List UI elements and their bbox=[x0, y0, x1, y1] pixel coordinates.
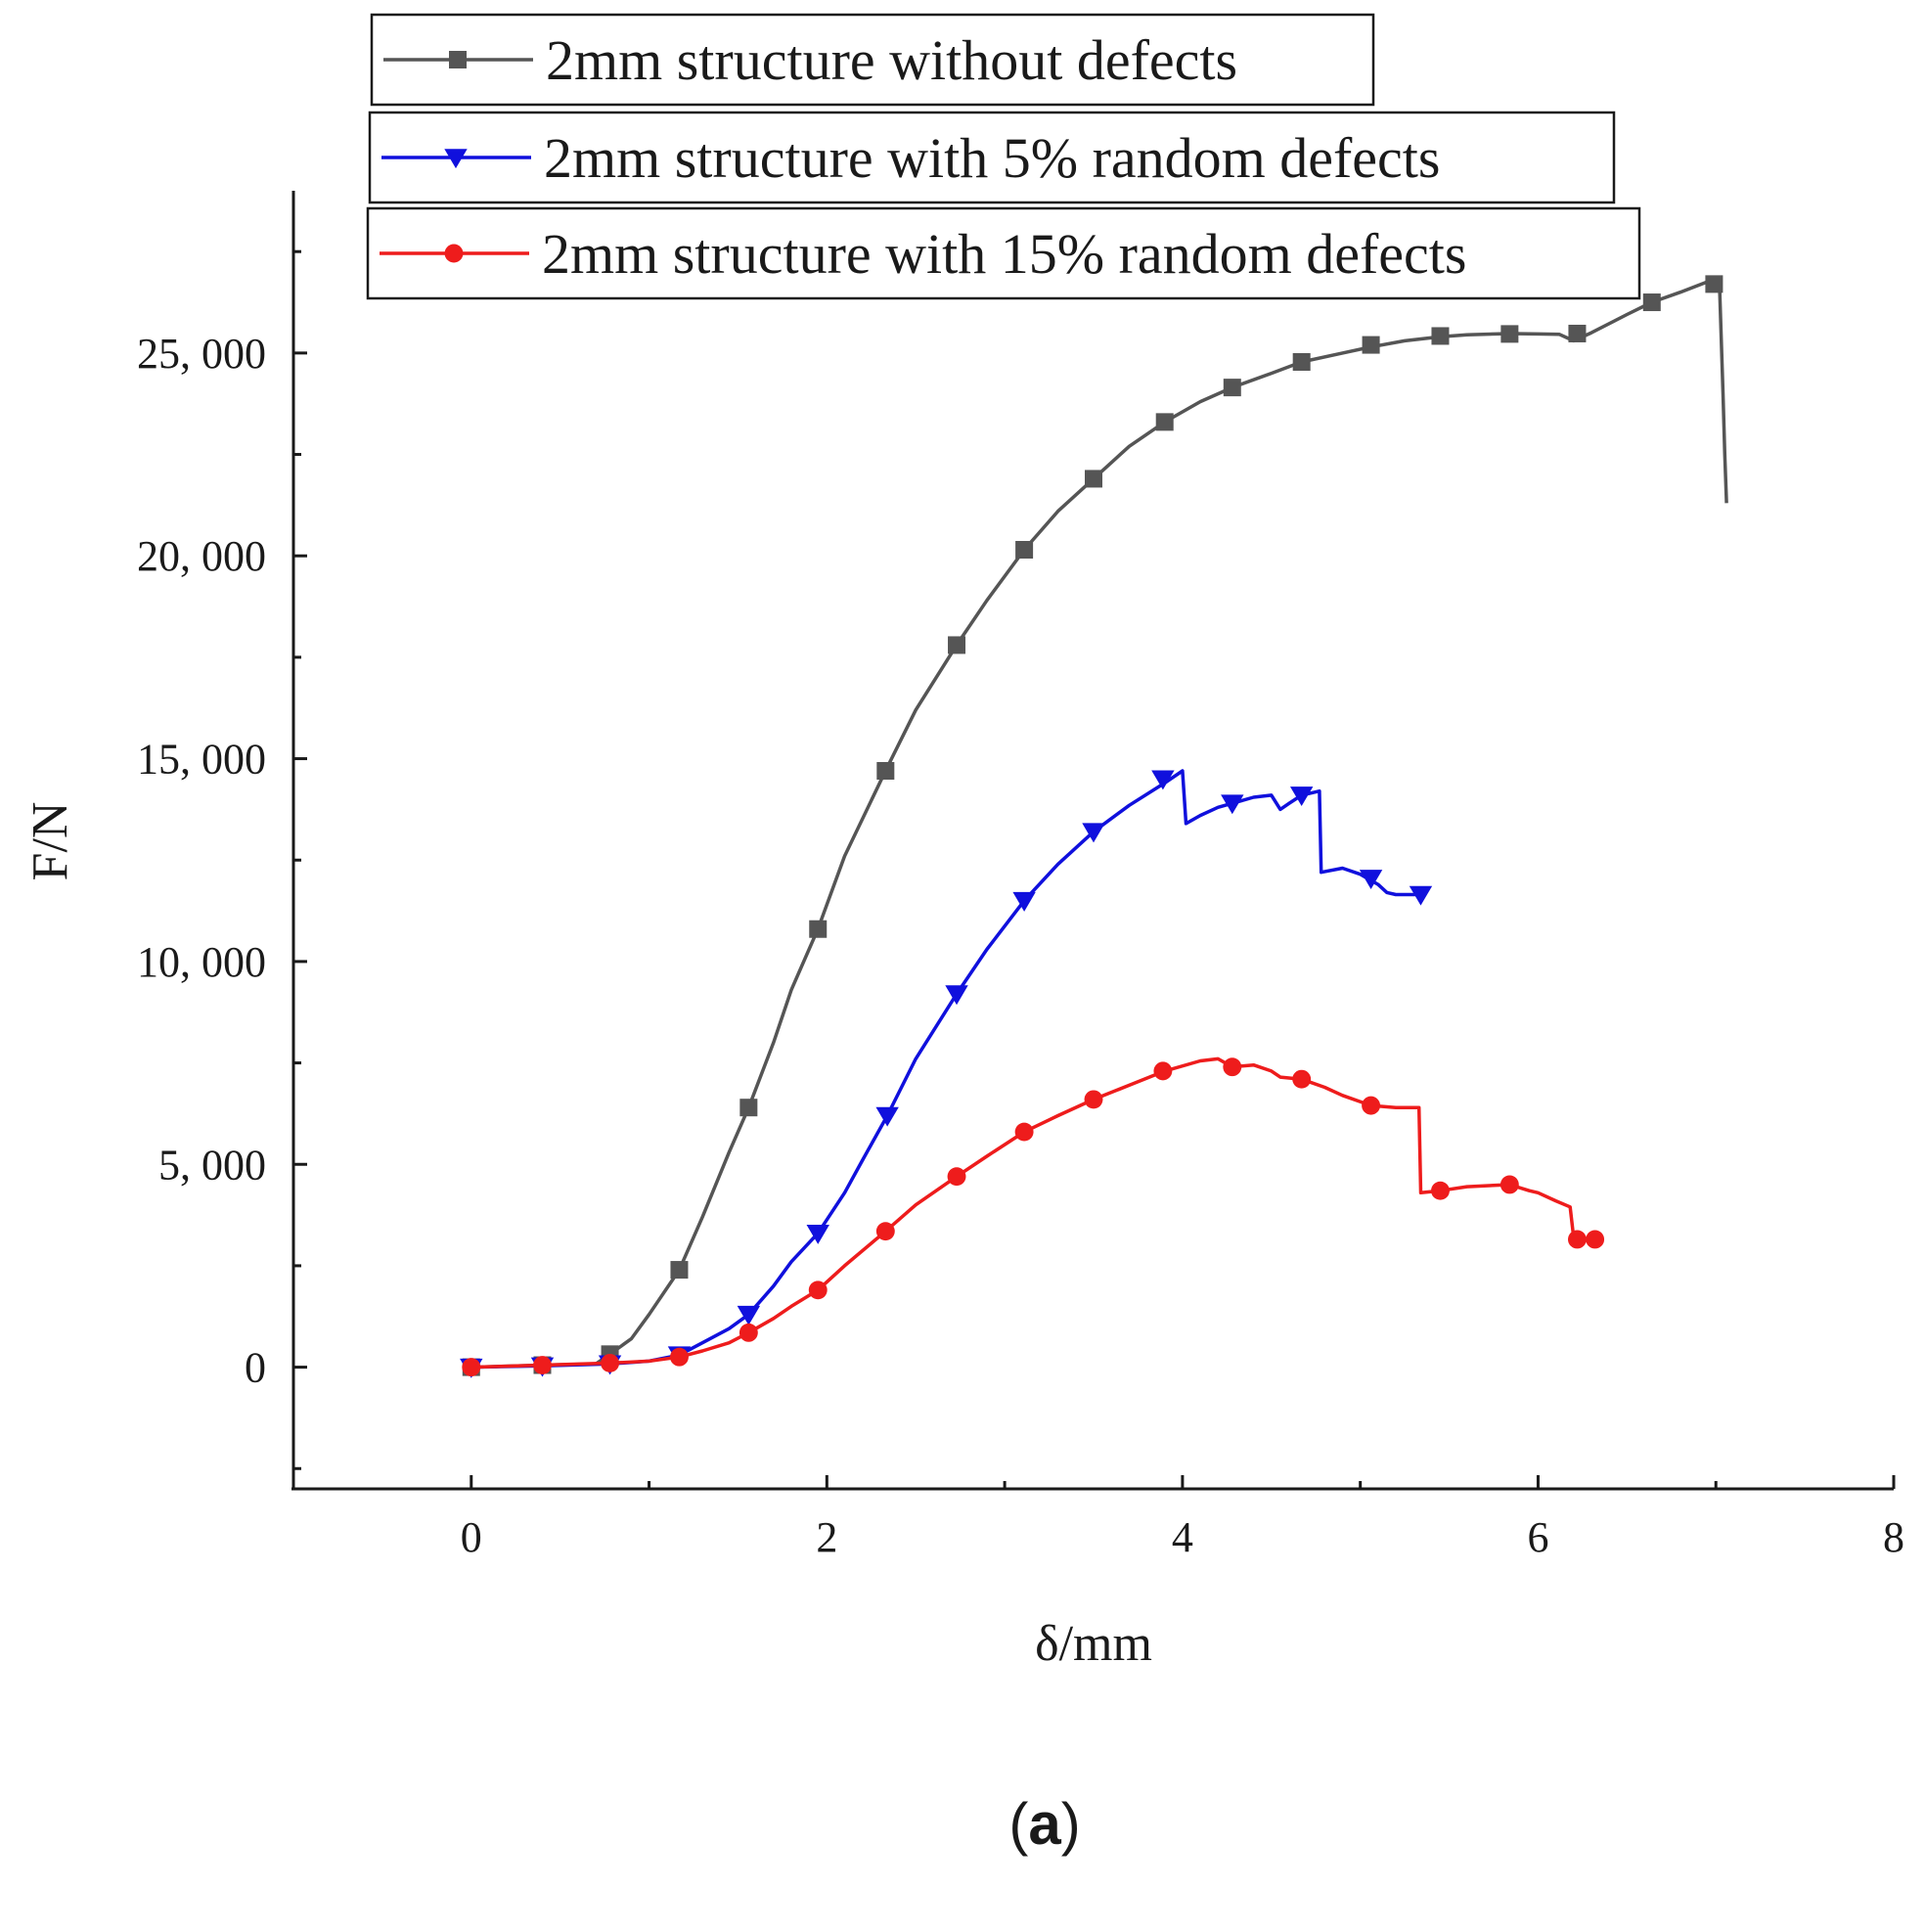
y-tick-label: 15, 000 bbox=[137, 736, 266, 784]
plot-area bbox=[460, 275, 1728, 1378]
legend-box bbox=[366, 206, 1641, 300]
series-1 bbox=[462, 275, 1728, 1376]
data-point bbox=[1409, 885, 1433, 906]
panel-label-close: ) bbox=[1061, 1791, 1081, 1857]
data-point bbox=[809, 920, 828, 938]
legend: 2mm structure without defects 2mm structu… bbox=[366, 13, 1641, 300]
series-line bbox=[470, 769, 1423, 1370]
data-point bbox=[601, 1353, 620, 1372]
y-axis-title: F/N bbox=[22, 802, 78, 881]
data-point bbox=[1221, 794, 1244, 815]
data-point bbox=[875, 1106, 899, 1127]
legend-item: 2mm structure with 15% random defects bbox=[366, 206, 1641, 300]
data-point bbox=[670, 1261, 689, 1280]
x-tick-label: 8 bbox=[1883, 1513, 1904, 1561]
data-point bbox=[875, 1222, 895, 1241]
data-point bbox=[806, 1224, 829, 1244]
data-point bbox=[945, 985, 968, 1006]
x-tick-label: 6 bbox=[1527, 1513, 1548, 1561]
data-point bbox=[737, 1305, 761, 1325]
legend-box bbox=[368, 111, 1616, 204]
x-tick-label: 2 bbox=[816, 1513, 837, 1561]
data-point bbox=[1586, 1230, 1605, 1249]
data-point bbox=[1014, 1122, 1034, 1142]
legend-label: 2mm structure without defects bbox=[546, 28, 1237, 92]
panel-label-letter: a bbox=[1028, 1791, 1061, 1857]
x-tick-label: 4 bbox=[1172, 1513, 1193, 1561]
data-point bbox=[1012, 891, 1036, 912]
data-point bbox=[1289, 786, 1314, 806]
series-3 bbox=[462, 1056, 1605, 1377]
data-point bbox=[1359, 870, 1383, 890]
legend-marker bbox=[444, 149, 468, 169]
ticks: 0 2 4 6 8 0 5, 000 10, 000 15, 000 20, 000 25, 000 bbox=[137, 249, 1904, 1561]
axes bbox=[291, 191, 1894, 1491]
panel-label-open: ( bbox=[1008, 1791, 1028, 1857]
y-tick-label: 10, 000 bbox=[137, 938, 266, 986]
data-point bbox=[533, 1356, 552, 1374]
data-point bbox=[1292, 352, 1311, 371]
series-2 bbox=[460, 769, 1433, 1378]
data-point bbox=[1292, 1069, 1312, 1089]
y-tick-label: 5, 000 bbox=[158, 1141, 266, 1189]
x-tick-label: 0 bbox=[461, 1513, 482, 1561]
data-point bbox=[1084, 1090, 1103, 1109]
data-point bbox=[462, 1358, 481, 1377]
legend-marker bbox=[444, 244, 464, 263]
panel-label: (a) bbox=[1008, 1791, 1080, 1857]
legend-label: 2mm structure with 5% random defects bbox=[544, 126, 1440, 190]
data-point bbox=[739, 1099, 758, 1117]
y-tick-label: 0 bbox=[245, 1344, 266, 1392]
data-point bbox=[670, 1347, 689, 1367]
data-point bbox=[1015, 540, 1034, 559]
data-point bbox=[1642, 293, 1661, 312]
data-point bbox=[1431, 327, 1450, 345]
legend-label: 2mm structure with 15% random defects bbox=[542, 222, 1466, 286]
data-point bbox=[1223, 379, 1241, 397]
legend-item: 2mm structure without defects bbox=[370, 13, 1375, 107]
data-point bbox=[1082, 823, 1105, 843]
data-point bbox=[1085, 470, 1102, 488]
series-line bbox=[470, 1056, 1597, 1370]
legend-box bbox=[370, 13, 1375, 107]
data-point bbox=[1500, 325, 1519, 343]
data-point bbox=[1362, 336, 1380, 354]
data-point bbox=[1431, 1181, 1450, 1200]
x-axis-title: δ/mm bbox=[1035, 1616, 1152, 1672]
data-point bbox=[1362, 1096, 1381, 1115]
data-point bbox=[1567, 1230, 1587, 1249]
data-point bbox=[947, 1167, 966, 1187]
y-tick-label: 25, 000 bbox=[137, 330, 266, 378]
legend-item: 2mm structure with 5% random defects bbox=[368, 111, 1616, 204]
data-point bbox=[876, 762, 895, 781]
data-point bbox=[1500, 1175, 1519, 1194]
legend-marker bbox=[449, 51, 467, 68]
data-point bbox=[948, 636, 966, 654]
data-point bbox=[1155, 413, 1174, 431]
data-point bbox=[1153, 1061, 1173, 1081]
data-point bbox=[1151, 770, 1175, 790]
data-point bbox=[1705, 275, 1724, 293]
data-point bbox=[1568, 324, 1587, 342]
data-point bbox=[1223, 1057, 1242, 1077]
data-point bbox=[739, 1323, 758, 1342]
y-tick-label: 20, 000 bbox=[137, 532, 266, 580]
data-point bbox=[808, 1281, 828, 1300]
